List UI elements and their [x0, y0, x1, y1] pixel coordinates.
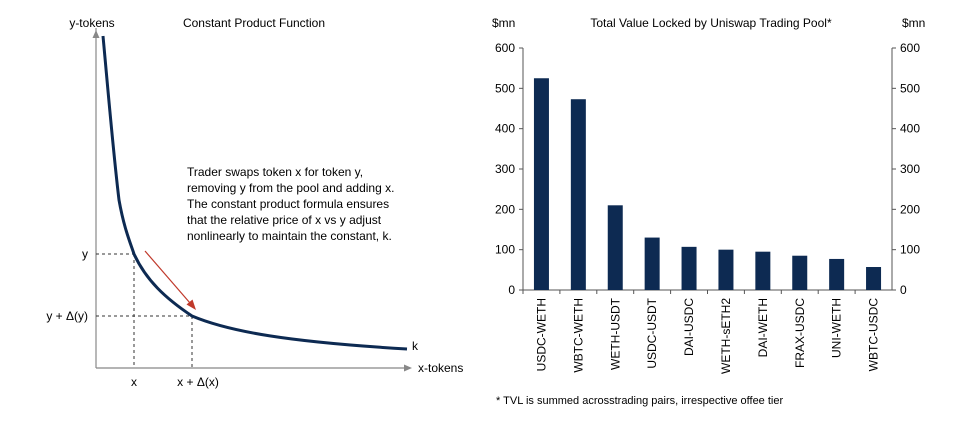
y-tick-label-right: 500: [900, 81, 920, 95]
annotation-text: Trader swaps token x for token y, removi…: [187, 165, 398, 243]
category-label: WETH-sETH2: [719, 298, 733, 374]
bar: [570, 99, 586, 291]
x-axis-arrowhead: [404, 364, 412, 372]
bar: [644, 237, 660, 290]
annotation-line: nonlinearly to maintain the constant, k.: [187, 229, 392, 243]
y-tick-label-left: 200: [495, 202, 515, 216]
y-tick-label-right: 300: [900, 162, 920, 176]
category-label: USDC-WETH: [534, 298, 548, 371]
bar: [866, 267, 882, 290]
y-axis-unit-left: $mn: [492, 16, 515, 30]
y-ticks-left: 0 100 200 300 400 500 600: [495, 41, 896, 297]
y-tick-label-left: 500: [495, 81, 515, 95]
y-tick-label-right: 600: [900, 41, 920, 55]
bar: [718, 249, 734, 290]
y-tick-label-left: 300: [495, 162, 515, 176]
category-labels: USDC-WETH WBTC-WETH WETH-USDT USDC-USDT DAI-…: [534, 297, 880, 374]
category-label: WBTC-WETH: [571, 298, 585, 373]
y-ticks-right: 0 100 200 300 400 500 600: [900, 41, 920, 297]
y-tick-label-left: 0: [508, 283, 515, 297]
bars-group: [522, 78, 882, 294]
bar: [829, 258, 845, 290]
category-label: WBTC-USDC: [867, 298, 881, 372]
category-label: DAI-USDC: [682, 298, 696, 356]
annotation-line: that the relative price of x vs y adjust: [187, 213, 382, 227]
trade-arrow: [144, 250, 191, 304]
bar: [792, 255, 808, 290]
curve-k-label: k: [412, 339, 419, 353]
category-label: DAI-WETH: [756, 298, 770, 357]
annotation-line: Trader swaps token x for token y,: [187, 165, 363, 179]
tvl-bar-chart: Total Value Locked by Uniswap Trading Po…: [492, 16, 925, 407]
constant-product-curve: [101, 35, 408, 351]
y-tick-label-right: 0: [900, 283, 907, 297]
category-label: UNI-WETH: [830, 298, 844, 358]
y-axis-unit-right: $mn: [902, 16, 925, 30]
bar: [607, 205, 623, 290]
category-label: FRAX-USDC: [793, 298, 807, 368]
annotation-line: removing y from the pool and adding x.: [187, 181, 394, 195]
y-tick-label-right: 100: [900, 243, 920, 257]
bar: [681, 246, 697, 290]
y-tick-label-left: 100: [495, 243, 515, 257]
x-axis-label: x-tokens: [418, 361, 463, 375]
chart-title: Total Value Locked by Uniswap Trading Po…: [590, 16, 832, 30]
y-tick-label-left: 400: [495, 122, 515, 136]
y-tick-label-right: 200: [900, 202, 920, 216]
y-axis-label: y-tokens: [69, 16, 114, 30]
y-tick-y-delta: y + Δ(y): [46, 309, 88, 323]
annotation-line: The constant product formula ensures: [187, 197, 389, 211]
footnote: * TVL is summed acrosstrading pairs, irr…: [496, 395, 783, 407]
x-tick-x: x: [131, 375, 137, 389]
y-axis-arrowhead: [92, 30, 100, 38]
y-tick-label-left: 600: [495, 41, 515, 55]
y-tick-label-right: 400: [900, 122, 920, 136]
category-label: USDC-USDT: [645, 297, 659, 368]
left-chart-title: Constant Product Function: [183, 16, 325, 30]
bar: [755, 251, 771, 290]
constant-product-chart: Constant Product Function y-tokens x-tok…: [46, 16, 463, 389]
trade-arrowhead: [186, 299, 196, 310]
x-tick-x-delta: x + Δ(x): [177, 375, 219, 389]
category-label: WETH-USDT: [608, 297, 622, 370]
y-tick-y: y: [82, 247, 88, 261]
bar: [533, 78, 549, 290]
